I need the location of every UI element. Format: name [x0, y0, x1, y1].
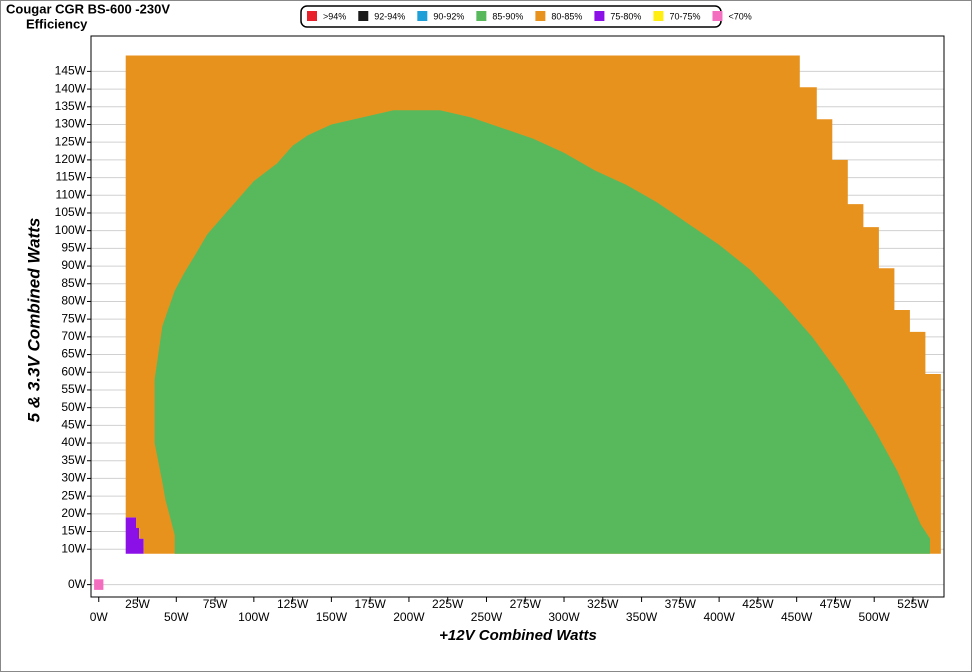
y-tick-label: 50W — [61, 400, 86, 414]
y-tick-label: 80W — [61, 294, 86, 308]
x-tick-label: 525W — [897, 597, 929, 611]
x-tick-label: 350W — [626, 610, 658, 624]
x-tick-label: 150W — [316, 610, 348, 624]
legend-label: 92-94% — [374, 11, 405, 21]
y-axis-label: 5 & 3.3V Combined Watts — [24, 218, 43, 423]
legend-swatch — [653, 11, 664, 21]
x-tick-label: 275W — [510, 597, 542, 611]
legend-swatch — [535, 11, 546, 21]
legend-swatch — [712, 11, 723, 21]
legend-swatch — [417, 11, 428, 21]
legend-swatch — [307, 11, 317, 21]
y-tick-label: 140W — [55, 81, 87, 95]
legend-swatch — [476, 11, 487, 21]
region — [94, 579, 104, 590]
y-tick-label: 15W — [61, 524, 86, 538]
x-tick-label: 0W — [90, 610, 109, 624]
y-tick-label: 20W — [61, 506, 86, 520]
x-tick-label: 400W — [703, 610, 735, 624]
chart-subtitle: Efficiency — [26, 16, 88, 31]
x-tick-label: 300W — [548, 610, 580, 624]
legend-label: <70% — [728, 11, 751, 21]
y-tick-label: 30W — [61, 471, 86, 485]
x-tick-label: 325W — [587, 597, 619, 611]
y-tick-label: 135W — [55, 99, 87, 113]
plot-border — [90, 35, 945, 598]
x-tick-label: 250W — [471, 610, 503, 624]
x-tick-label: 475W — [820, 597, 852, 611]
y-tick-label: 10W — [61, 541, 86, 555]
x-axis-label: +12V Combined Watts — [439, 627, 597, 644]
y-tick-label: 35W — [61, 453, 86, 467]
legend-label: 75-80% — [610, 11, 641, 21]
x-tick-label: 375W — [665, 597, 697, 611]
y-tick-label: 120W — [55, 152, 87, 166]
legend-swatch — [594, 11, 605, 21]
y-tick-label: 110W — [56, 187, 87, 201]
region — [154, 110, 931, 554]
y-tick-label: 105W — [55, 205, 87, 219]
legend-label: 70-75% — [669, 11, 700, 21]
y-tick-label: 85W — [61, 276, 86, 290]
y-tick-label: 95W — [61, 241, 86, 255]
y-tick-label: 145W — [55, 64, 87, 78]
x-tick-label: 500W — [859, 610, 891, 624]
y-tick-label: 60W — [61, 364, 86, 378]
x-tick-label: 225W — [432, 597, 464, 611]
x-tick-label: 425W — [742, 597, 774, 611]
x-tick-label: 200W — [393, 610, 425, 624]
y-tick-label: 55W — [61, 382, 86, 396]
y-tick-label: 45W — [61, 418, 86, 432]
y-tick-label: 125W — [55, 134, 87, 148]
y-tick-label: 130W — [55, 117, 87, 131]
y-tick-label: 90W — [61, 258, 86, 272]
y-tick-label: 75W — [61, 311, 86, 325]
x-tick-label: 25W — [125, 597, 150, 611]
y-tick-label: 0W — [68, 577, 87, 591]
x-tick-label: 125W — [277, 597, 309, 611]
y-tick-label: 100W — [55, 223, 87, 237]
y-tick-label: 25W — [61, 488, 86, 502]
x-tick-label: 175W — [354, 597, 386, 611]
x-tick-label: 100W — [238, 610, 270, 624]
legend: >94% 92-94% 90-92% 85-90% 80-85% 75-80% 70-75%… — [300, 5, 752, 28]
legend-label: 80-85% — [551, 11, 582, 21]
region — [125, 517, 144, 554]
y-tick-label: 115W — [56, 170, 87, 184]
x-tick-label: 75W — [203, 597, 228, 611]
x-tick-label: 450W — [781, 610, 813, 624]
legend-swatch — [358, 11, 369, 21]
y-tick-label: 40W — [61, 435, 86, 449]
x-tick-label: 50W — [164, 610, 189, 624]
chart-title: Cougar CGR BS-600 -230V — [6, 1, 170, 16]
y-tick-label: 70W — [61, 329, 86, 343]
legend-label: >94% — [323, 11, 346, 21]
legend-label: 90-92% — [433, 11, 464, 21]
legend-label: 85-90% — [492, 11, 523, 21]
y-tick-label: 65W — [61, 347, 86, 361]
